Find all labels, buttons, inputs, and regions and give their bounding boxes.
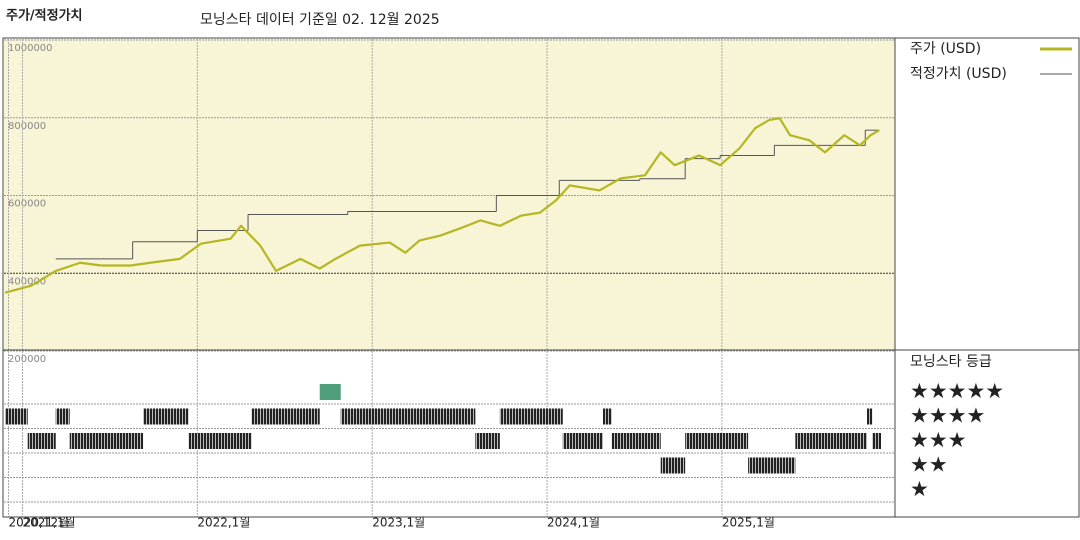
rating-bar [660, 457, 686, 474]
rating-bar [55, 408, 70, 425]
rating-bar [27, 433, 56, 449]
rating-title: 모닝스타 등급 [910, 354, 992, 370]
x-tick-label: 2022,1월 [197, 516, 250, 530]
rating-bar [795, 433, 868, 449]
rating-bar [340, 408, 476, 425]
rating-bar [69, 433, 144, 449]
rating-bar [872, 433, 882, 449]
y-tick-label: 600000 [8, 199, 46, 210]
x-tick-label: 2021,1월 [22, 516, 75, 530]
rating-bar [685, 433, 749, 449]
y-tick-label: 400000 [8, 276, 46, 287]
rating-level-label: ★★★ [910, 428, 966, 452]
rating-bar [611, 433, 661, 449]
y-tick-label: 200000 [8, 354, 46, 365]
x-tick-label: 2024,1월 [547, 516, 600, 530]
rating-bar [748, 457, 796, 474]
rating-bar [602, 408, 612, 425]
rating-bar [251, 408, 320, 425]
price-line [4, 117, 880, 294]
rating-bar [475, 433, 500, 449]
rating-bar [562, 433, 603, 449]
x-tick-label: 2020,12월 [8, 516, 69, 530]
frame [2, 37, 1080, 518]
rating-bar [188, 433, 252, 449]
rating-level-label: ★ [910, 477, 929, 501]
rating-level-label: ★★★★ [910, 404, 985, 428]
rating-bar [319, 384, 341, 400]
rating-bar [5, 408, 28, 425]
rating-level-label: ★★★★★ [910, 379, 1004, 403]
rating-level-label: ★★ [910, 453, 948, 477]
plot-background [4, 39, 895, 350]
rating-bar [499, 408, 563, 425]
x-tick-label: 2025,1월 [722, 516, 775, 530]
y-tick-label: 1000000 [8, 43, 53, 54]
plot-area: 10000008000006000004000002000002020,12월2… [4, 39, 1072, 530]
y-tick-label: 800000 [8, 121, 46, 132]
legend-label: 적정가치 (USD) [910, 66, 1007, 82]
rating-bar [143, 408, 189, 425]
x-tick-label: 2023,1월 [372, 516, 425, 530]
rating-bar [867, 408, 873, 425]
chart-title: 주가/적정가치 [6, 8, 83, 24]
legend-label: 주가 (USD) [910, 41, 981, 57]
chart-subtitle: 모닝스타 데이터 기준일 02. 12월 2025 [200, 12, 440, 28]
